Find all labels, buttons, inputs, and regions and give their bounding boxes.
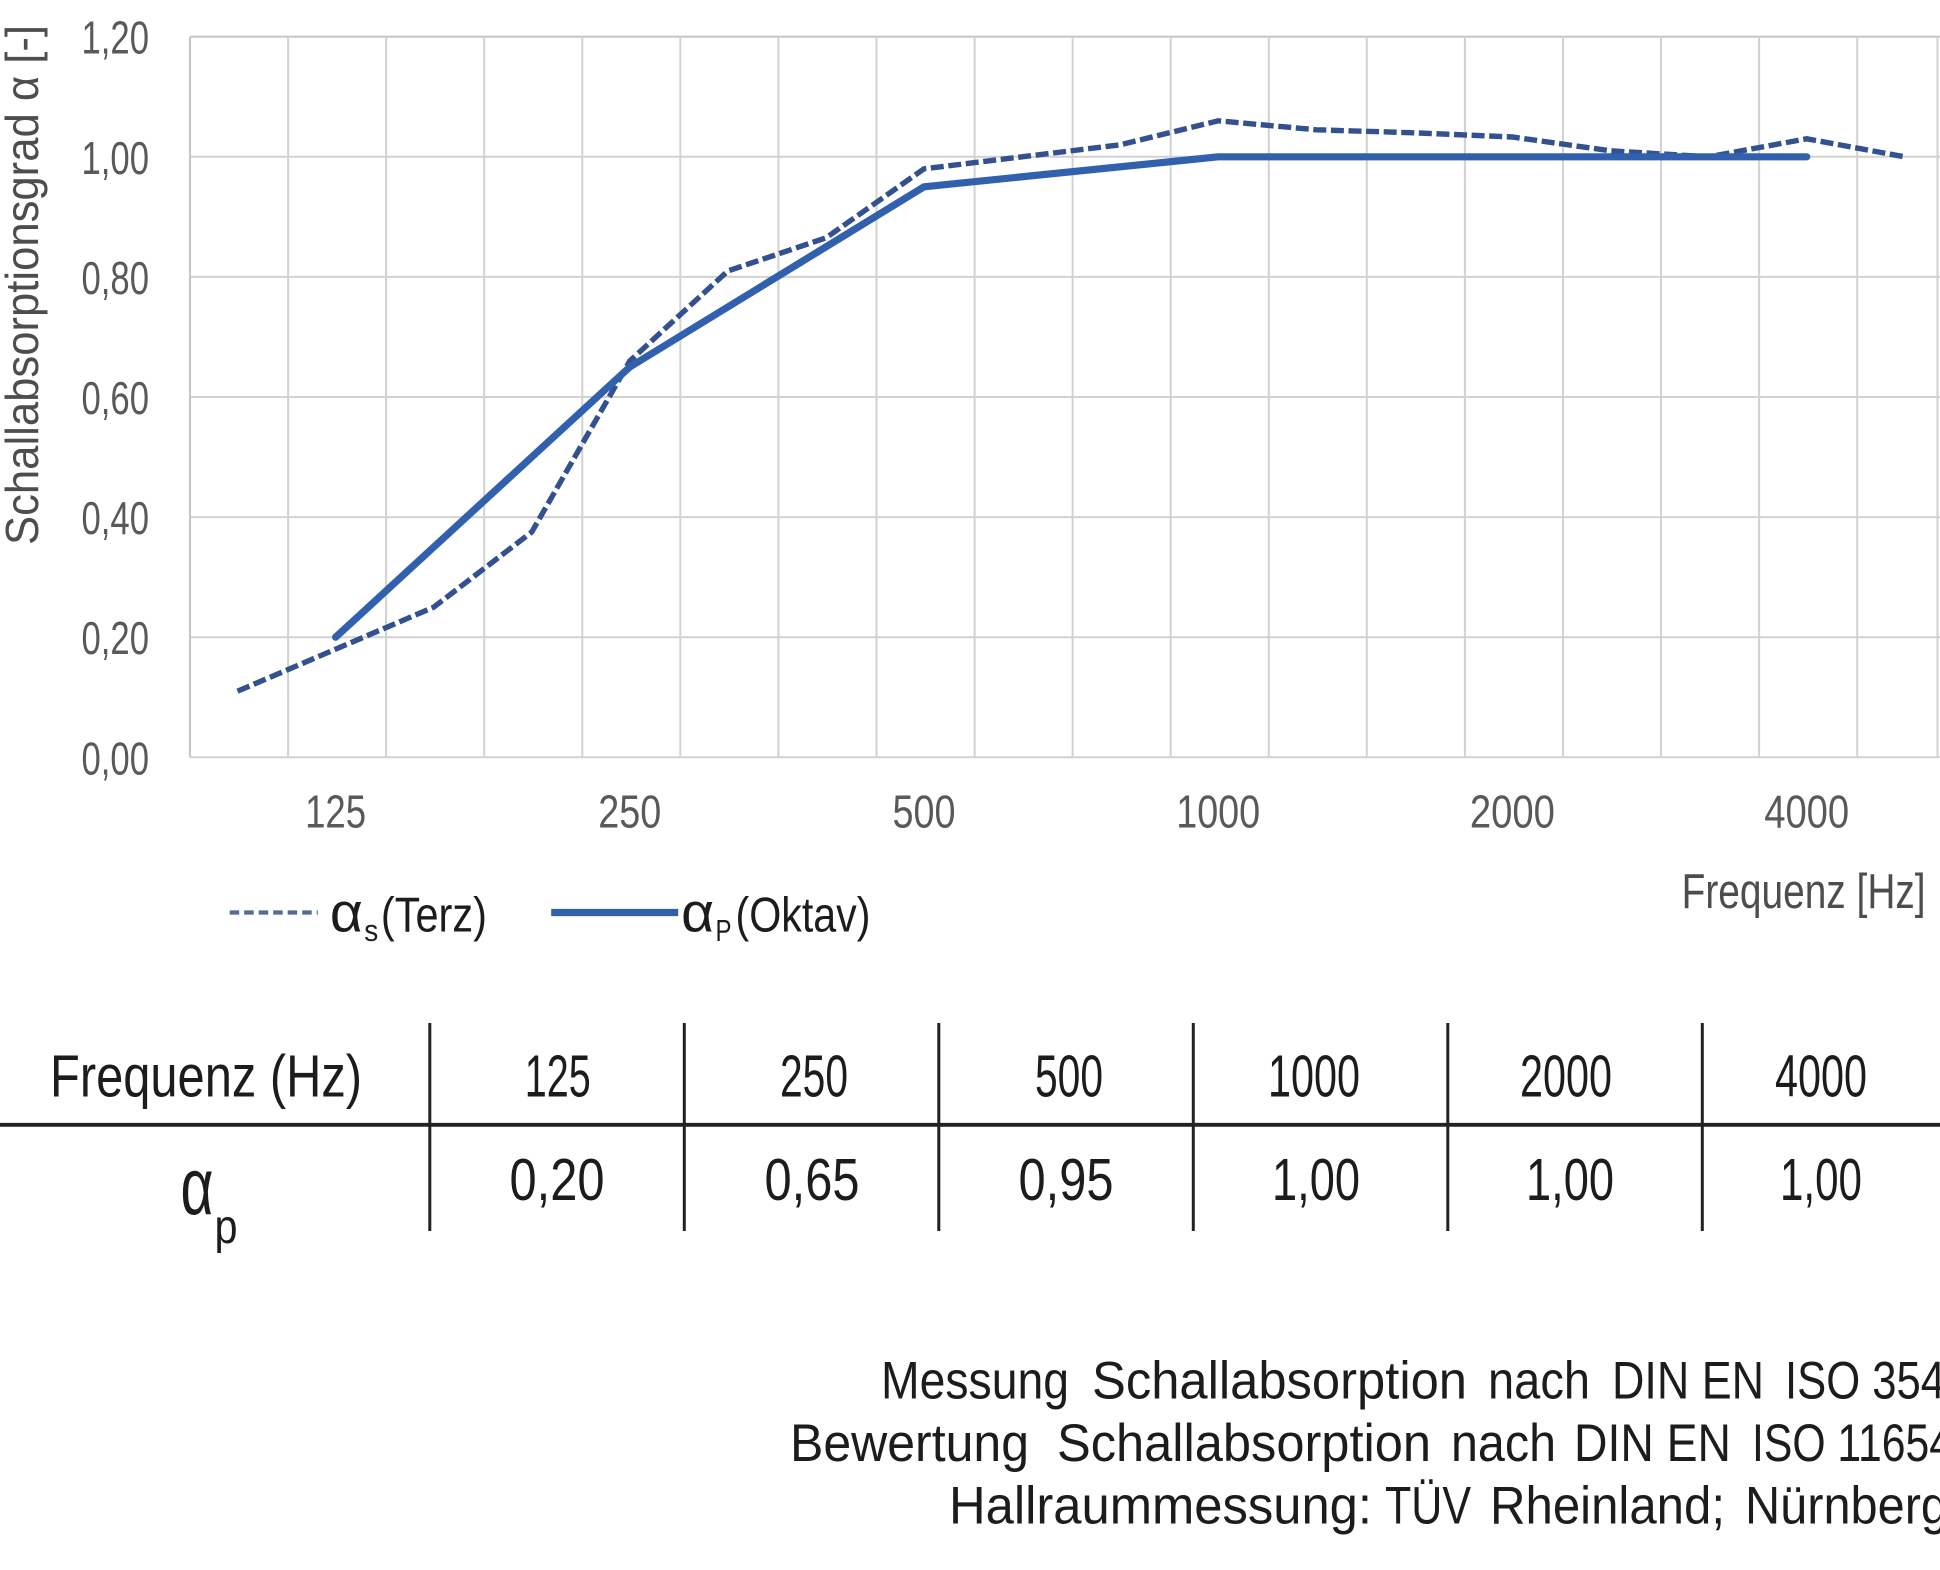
svg-text:(Oktav): (Oktav)	[736, 888, 871, 942]
svg-text:s: s	[364, 913, 378, 948]
svg-text:TÜV: TÜV	[1385, 1477, 1472, 1536]
svg-text:DIN EN: DIN EN	[1612, 1351, 1764, 1410]
svg-text:(Terz): (Terz)	[381, 888, 487, 942]
svg-text:Nürnberg: Nürnberg	[1745, 1477, 1940, 1536]
svg-text:ISO 354: ISO 354	[1785, 1351, 1940, 1410]
svg-text:1,00: 1,00	[1780, 1147, 1862, 1213]
svg-text:P: P	[716, 913, 732, 948]
svg-text:α: α	[330, 880, 363, 943]
svg-text:1,00: 1,00	[1272, 1147, 1360, 1213]
svg-text:250: 250	[598, 786, 661, 838]
svg-text:125: 125	[525, 1044, 591, 1110]
svg-text:Bewertung: Bewertung	[790, 1414, 1029, 1473]
svg-text:0,65: 0,65	[765, 1147, 860, 1213]
svg-text:ISO 11654: ISO 11654	[1752, 1414, 1940, 1473]
svg-text:0,95: 0,95	[1019, 1147, 1114, 1213]
svg-text:Frequenz (Hz): Frequenz (Hz)	[50, 1044, 362, 1110]
svg-text:250: 250	[780, 1044, 848, 1110]
svg-text:1,00: 1,00	[82, 132, 150, 184]
svg-text:p: p	[215, 1201, 238, 1254]
svg-text:Messung: Messung	[881, 1351, 1069, 1410]
svg-text:Schallabsorptionsgrad α [-]: Schallabsorptionsgrad α [-]	[0, 25, 48, 545]
svg-text:Hallraummessung:: Hallraummessung:	[949, 1477, 1372, 1536]
svg-text:2000: 2000	[1470, 786, 1555, 838]
svg-text:0,20: 0,20	[510, 1147, 605, 1213]
svg-text:1000: 1000	[1176, 786, 1260, 838]
svg-text:0,60: 0,60	[82, 372, 150, 424]
svg-text:125: 125	[305, 786, 366, 838]
svg-text:1,20: 1,20	[82, 12, 150, 64]
svg-text:α: α	[181, 1142, 214, 1232]
svg-text:Schallabsorption: Schallabsorption	[1092, 1351, 1467, 1410]
svg-text:1,00: 1,00	[1526, 1147, 1614, 1213]
svg-text:500: 500	[893, 786, 956, 838]
svg-text:0,20: 0,20	[82, 612, 150, 664]
svg-text:Rheinland;: Rheinland;	[1490, 1477, 1725, 1536]
svg-text:nach: nach	[1451, 1414, 1556, 1473]
svg-text:0,00: 0,00	[82, 732, 150, 784]
svg-text:nach: nach	[1488, 1351, 1590, 1410]
svg-text:Frequenz [Hz]: Frequenz [Hz]	[1682, 864, 1926, 919]
svg-text:4000: 4000	[1764, 786, 1849, 838]
svg-text:2000: 2000	[1520, 1044, 1612, 1110]
svg-text:0,40: 0,40	[82, 492, 150, 544]
svg-text:1000: 1000	[1268, 1044, 1360, 1110]
svg-text:Schallabsorption: Schallabsorption	[1057, 1414, 1431, 1473]
svg-text:DIN EN: DIN EN	[1574, 1414, 1731, 1473]
svg-text:α: α	[681, 880, 714, 943]
svg-text:4000: 4000	[1775, 1044, 1867, 1110]
svg-text:0,80: 0,80	[82, 252, 150, 304]
svg-text:500: 500	[1035, 1044, 1103, 1110]
